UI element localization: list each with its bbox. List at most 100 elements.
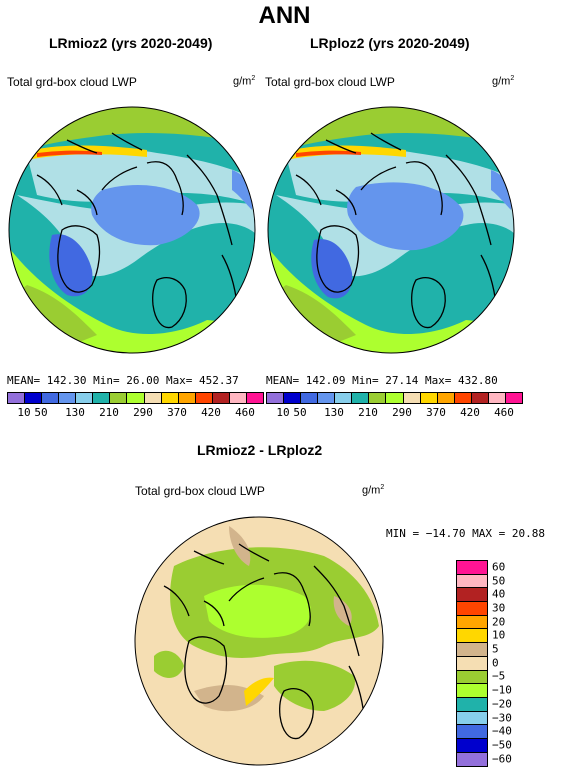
colorbar-swatch <box>457 561 487 575</box>
colorbar-swatch <box>457 629 487 644</box>
colorbar-tick-label: 10 <box>276 406 290 419</box>
figure-title: ANN <box>258 2 311 29</box>
colorbar-swatch <box>454 393 472 403</box>
colorbar-tick-label: 420 <box>201 406 221 419</box>
arctic-light-region <box>27 148 255 205</box>
panel3-map <box>134 516 384 766</box>
colorbar-swatch <box>195 393 213 403</box>
colorbar-swatch <box>369 393 387 403</box>
colorbar-swatch <box>301 393 319 403</box>
colorbar-tick-label: 130 <box>324 406 344 419</box>
colorbar-tick-label: 10 <box>492 628 506 642</box>
central-blue-region <box>347 182 464 251</box>
colorbar-swatch <box>457 670 487 685</box>
colorbar-swatch <box>246 393 263 403</box>
colorbar-tick-label: 290 <box>133 406 153 419</box>
panel1-map <box>8 106 256 354</box>
greenland-region <box>311 239 353 299</box>
panel2-unit: g/m2 <box>492 75 515 88</box>
colorbar-swatch <box>386 393 404 403</box>
colorbar-tick-label: −40 <box>492 724 512 738</box>
colorbar-swatch <box>457 684 487 698</box>
colorbar-swatch <box>403 393 421 403</box>
colorbar-tick-label: 290 <box>392 406 412 419</box>
colorbar-swatch <box>318 393 336 403</box>
colorbar-swatch <box>110 393 128 403</box>
colorbar-swatch <box>457 752 487 767</box>
colorbar-swatch <box>59 393 77 403</box>
colorbar-swatch <box>437 393 455 403</box>
colorbar-tick-label: 0 <box>492 656 499 670</box>
colorbar-swatch <box>93 393 111 403</box>
colorbar-swatch <box>457 643 487 657</box>
colorbar-swatch <box>457 574 487 589</box>
panel3-stats: MIN = −14.70 MAX = 20.88 <box>386 527 545 540</box>
panel3-unit: g/m2 <box>362 484 385 497</box>
east-green-patch <box>274 660 355 711</box>
colorbar-swatch <box>457 615 487 630</box>
panel2-map <box>267 106 515 354</box>
east-blue-patch <box>491 170 512 210</box>
colorbar-swatch <box>420 393 438 403</box>
panel2-colorbar-ticks: 10 50 130 210 290 370 420 460 <box>266 406 521 420</box>
panel2-title: LRploz2 (yrs 2020-2049) <box>310 35 470 51</box>
colorbar-swatch <box>144 393 162 403</box>
gold-patch <box>244 677 274 706</box>
panel3-title: LRmioz2 - LRploz2 <box>197 442 323 458</box>
greenland-region <box>49 234 93 297</box>
colorbar-swatch <box>457 711 487 726</box>
colorbar-tick-label: −5 <box>492 669 506 683</box>
colorbar-tick-label: 370 <box>426 406 446 419</box>
colorbar-swatch <box>229 393 247 403</box>
colorbar-tick-label: 30 <box>492 601 506 615</box>
colorbar-swatch <box>505 393 522 403</box>
colorbar-tick-label: 5 <box>492 642 499 656</box>
colorbar-tick-label: 40 <box>492 587 506 601</box>
colorbar-tick-label: 370 <box>167 406 187 419</box>
colorbar-swatch <box>457 738 487 753</box>
colorbar-tick-label: 130 <box>65 406 85 419</box>
colorbar-tick-label: 460 <box>494 406 514 419</box>
colorbar-tick-label: 210 <box>99 406 119 419</box>
panel2-colorbar <box>266 392 523 404</box>
tan-patch-north <box>229 526 251 566</box>
colorbar-tick-label: 460 <box>235 406 255 419</box>
colorbar-swatch <box>127 393 145 403</box>
east-blue-patch <box>232 170 253 210</box>
colorbar-swatch <box>457 602 487 616</box>
colorbar-swatch <box>488 393 506 403</box>
panel1-colorbar <box>7 392 264 404</box>
pacific-storm-core <box>296 150 361 157</box>
panel2-stats: MEAN= 142.09 Min= 27.14 Max= 432.80 <box>266 374 498 387</box>
colorbar-swatch <box>42 393 60 403</box>
panel1-colorbar-ticks: 10 50 130 210 290 370 420 460 <box>7 406 262 420</box>
colorbar-swatch <box>457 588 487 603</box>
colorbar-tick-label: 60 <box>492 560 506 574</box>
colorbar-tick-label: −10 <box>492 683 512 697</box>
west-green-patch <box>154 650 184 678</box>
colorbar-swatch <box>457 697 487 712</box>
colorbar-swatch <box>161 393 179 403</box>
colorbar-tick-label: −50 <box>492 738 512 752</box>
central-blue-region <box>91 185 200 246</box>
panel1-unit: g/m2 <box>233 75 256 88</box>
colorbar-swatch <box>76 393 94 403</box>
colorbar-tick-label: 50 <box>34 406 48 419</box>
panel1-stats: MEAN= 142.30 Min= 26.00 Max= 452.37 <box>7 374 239 387</box>
pacific-storm-core <box>37 150 102 157</box>
panel2-variable: Total grd-box cloud LWP <box>265 75 395 89</box>
tan-patch-east <box>333 596 352 626</box>
colorbar-tick-label: 50 <box>293 406 307 419</box>
colorbar-swatch <box>471 393 489 403</box>
colorbar-swatch <box>212 393 230 403</box>
colorbar-tick-label: −20 <box>492 697 512 711</box>
colorbar-tick-label: −60 <box>492 752 512 766</box>
arctic-light-region <box>286 148 514 205</box>
colorbar-swatch <box>352 393 370 403</box>
colorbar-swatch <box>25 393 43 403</box>
colorbar-tick-label: 50 <box>492 574 506 588</box>
colorbar-swatch <box>8 393 26 403</box>
colorbar-swatch <box>284 393 302 403</box>
colorbar-swatch <box>457 725 487 739</box>
colorbar-swatch <box>457 656 487 671</box>
